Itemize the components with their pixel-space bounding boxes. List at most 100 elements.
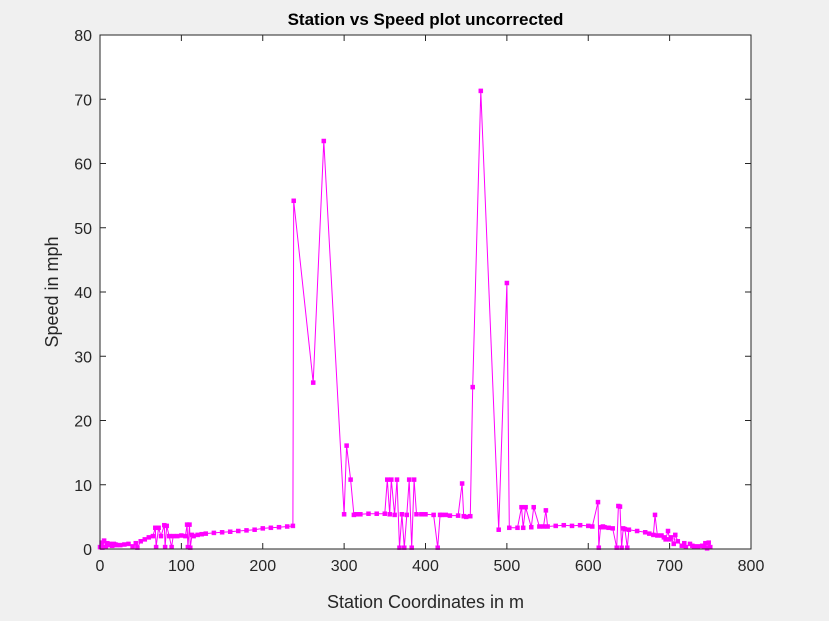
- data-point: [382, 511, 388, 516]
- x-tick-label: 0: [96, 558, 105, 575]
- data-point: [321, 138, 327, 144]
- data-point: [397, 545, 402, 550]
- data-point: [541, 524, 546, 529]
- data-point: [443, 512, 449, 518]
- data-point: [188, 545, 193, 550]
- data-point: [179, 533, 184, 538]
- data-point: [515, 525, 520, 531]
- data-point: [706, 540, 711, 545]
- x-tick-label: 300: [331, 558, 358, 575]
- axes-area: [100, 35, 751, 549]
- data-point: [561, 522, 567, 528]
- tick-layer: 0 100 200 300 400 500 600 700 800 0 10 20 30 40 50 60 70…: [74, 28, 764, 575]
- data-point: [626, 527, 632, 532]
- data-point: [602, 524, 607, 530]
- data-point: [435, 545, 440, 550]
- data-point: [290, 523, 296, 529]
- data-point: [447, 513, 453, 518]
- x-tick-label: 700: [656, 558, 683, 575]
- data-point: [236, 528, 241, 534]
- data-point: [118, 542, 123, 548]
- data-point: [191, 533, 196, 539]
- data-point: [507, 525, 512, 531]
- data-point: [617, 504, 623, 509]
- data-point: [455, 513, 461, 518]
- data-point: [354, 512, 359, 517]
- data-point: [504, 280, 510, 286]
- data-point: [183, 533, 188, 539]
- data-point: [146, 535, 152, 540]
- data-point: [402, 545, 407, 550]
- data-point: [341, 512, 347, 517]
- data-point: [291, 198, 296, 204]
- data-point: [374, 511, 379, 516]
- data-point: [394, 477, 400, 482]
- data-point: [122, 542, 127, 547]
- data-point: [590, 524, 595, 529]
- data-point: [187, 522, 192, 527]
- data-point: [614, 545, 619, 550]
- data-point: [468, 513, 473, 519]
- data-point: [663, 537, 668, 542]
- data-point: [135, 545, 140, 550]
- data-point: [175, 533, 180, 539]
- data-point: [404, 512, 410, 518]
- data-point: [665, 528, 671, 534]
- data-point: [389, 477, 394, 482]
- data-point: [348, 477, 353, 482]
- data-point: [411, 477, 417, 482]
- data-point: [344, 443, 349, 448]
- data-point: [101, 538, 107, 543]
- data-point: [537, 524, 542, 529]
- chart-title: Station vs Speed plot uncorrected: [288, 10, 564, 29]
- data-point: [399, 512, 405, 517]
- data-point: [439, 512, 445, 518]
- data-point: [642, 530, 648, 535]
- y-tick-label: 40: [74, 285, 92, 302]
- data-point: [596, 545, 602, 550]
- series-layer: [97, 88, 713, 551]
- data-point: [268, 525, 274, 531]
- data-point: [409, 545, 414, 550]
- y-tick-label: 30: [74, 349, 92, 366]
- data-point: [523, 504, 528, 510]
- data-point: [655, 533, 660, 538]
- data-point: [669, 535, 674, 540]
- data-point: [529, 524, 534, 530]
- x-tick-label: 600: [575, 558, 602, 575]
- data-point: [199, 531, 204, 537]
- x-tick-label: 100: [168, 558, 195, 575]
- data-point: [610, 526, 615, 531]
- y-axis-label: Speed in mph: [42, 236, 62, 347]
- data-point: [520, 525, 526, 531]
- data-point: [170, 533, 176, 539]
- data-point: [586, 523, 591, 529]
- y-tick-label: 0: [83, 542, 92, 559]
- data-point: [619, 545, 624, 550]
- data-point: [385, 477, 390, 482]
- data-point: [195, 532, 200, 538]
- data-point: [366, 511, 371, 516]
- x-axis-label: Station Coordinates in m: [327, 592, 524, 612]
- data-point: [671, 541, 676, 547]
- data-point: [164, 523, 169, 529]
- data-point: [647, 531, 652, 536]
- y-tick-label: 60: [74, 157, 92, 174]
- y-tick-label: 50: [74, 221, 92, 238]
- data-point: [244, 528, 249, 533]
- data-point: [519, 504, 524, 510]
- data-point: [211, 530, 217, 536]
- y-tick-label: 80: [74, 28, 92, 45]
- data-point: [543, 508, 549, 513]
- data-point: [227, 529, 233, 534]
- data-point: [695, 544, 701, 549]
- data-point: [219, 530, 225, 535]
- data-point: [673, 532, 678, 538]
- data-point: [496, 527, 501, 532]
- data-point: [459, 481, 465, 486]
- data-point: [252, 527, 257, 532]
- data-point: [138, 539, 143, 544]
- data-point: [431, 512, 436, 518]
- data-point: [406, 477, 412, 482]
